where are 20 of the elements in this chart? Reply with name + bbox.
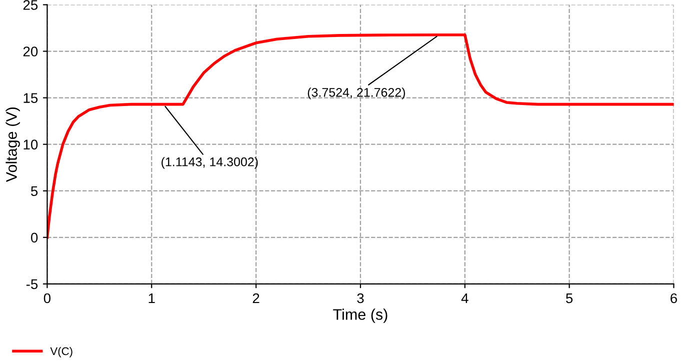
y-tick-label: 15 <box>24 93 38 103</box>
y-axis-title: Voltage (V) <box>6 107 20 182</box>
x-tick-label: 5 <box>566 293 573 304</box>
y-tick-label: 5 <box>31 186 38 196</box>
line-series <box>47 33 674 239</box>
y-tick-label: -5 <box>26 279 38 290</box>
x-tick-label: 2 <box>252 293 260 304</box>
x-tick-label: 6 <box>670 293 677 304</box>
x-tick-label: 4 <box>461 293 468 304</box>
x-tick-label: 0 <box>44 293 51 304</box>
y-tick-label: 20 <box>23 46 38 56</box>
y-tick-label: 10 <box>24 140 38 150</box>
y-tick-label: 0 <box>30 232 38 243</box>
legend-label: V(C) <box>50 346 72 358</box>
x-tick-label: 3 <box>357 293 364 304</box>
x-tick-label: 1 <box>148 293 155 304</box>
annotation: (1.1143, 14.3002) <box>162 157 258 169</box>
y-tick-label: 25 <box>23 0 38 10</box>
annotation: (3.7524, 21.7622) <box>308 88 406 100</box>
x-axis-title: Time (s) <box>333 308 388 323</box>
